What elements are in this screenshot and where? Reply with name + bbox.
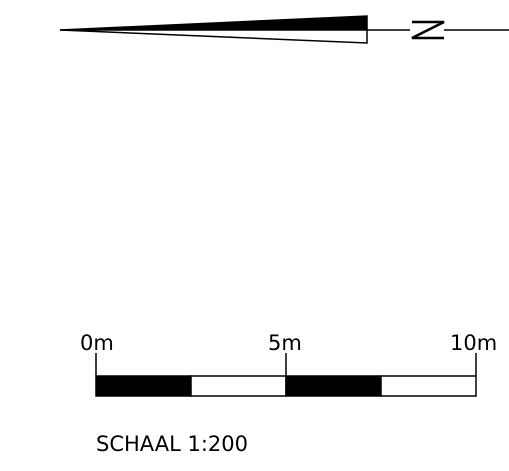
scale-segment-2	[190, 375, 287, 397]
north-arrow-dark-half	[59, 15, 368, 31]
north-symbol-glyph	[411, 20, 445, 40]
scale-bar: 0m 5m 10m SCHAAL 1:200	[80, 331, 497, 456]
scale-segment-4	[380, 375, 477, 397]
north-symbol: N	[410, 20, 445, 40]
scale-segment-1	[95, 375, 192, 397]
scale-caption: SCHAAL 1:200	[96, 432, 248, 456]
scale-segment-3	[285, 375, 382, 397]
scale-tick-label-10: 10m	[450, 331, 497, 355]
scale-tick-label-5: 5m	[268, 331, 302, 355]
scale-tick-label-0: 0m	[80, 331, 114, 355]
north-arrow-light-half	[59, 29, 368, 44]
north-arrow: N	[59, 15, 509, 44]
